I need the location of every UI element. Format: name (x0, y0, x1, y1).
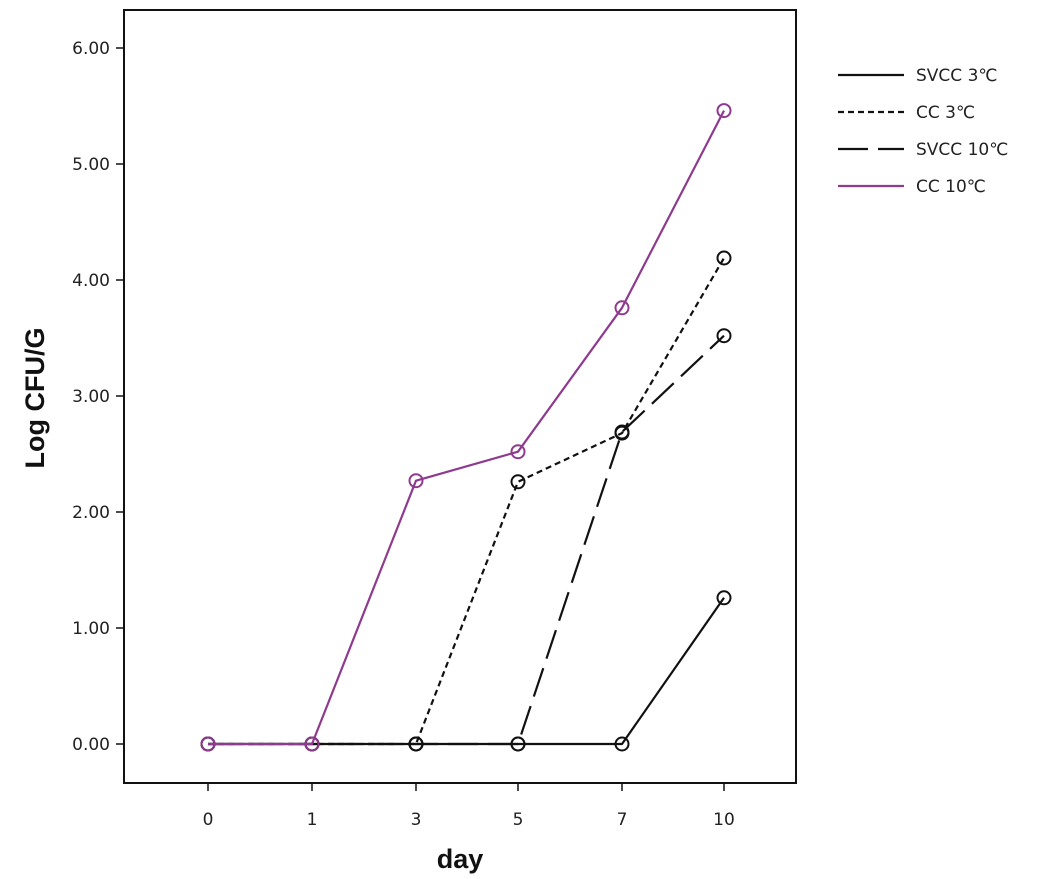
x-tick-label-4: 7 (617, 810, 628, 830)
series-3-point-2 (408, 473, 424, 489)
y-tick-label-3: 3.00 (72, 387, 110, 407)
y-tick-label-5: 5.00 (72, 155, 110, 175)
x-axis-title: day (437, 844, 484, 874)
series-line-3 (208, 110, 725, 746)
y-tick-label-2: 2.00 (72, 503, 110, 523)
legend-label-1: CC 3℃ (916, 103, 975, 123)
y-axis-title: Log CFU/G (20, 328, 50, 469)
y-tick-label-4: 4.00 (72, 271, 110, 291)
x-tick-label-2: 3 (411, 810, 422, 830)
series-1-point-3 (510, 474, 526, 490)
plot-area-frame (123, 9, 797, 784)
series-line-2 (208, 334, 725, 746)
series-3-point-4 (614, 300, 630, 316)
x-tick-label-0: 0 (203, 810, 214, 830)
y-tick-label-1: 1.00 (72, 619, 110, 639)
series-3-point-0 (200, 736, 216, 752)
x-tick-label-3: 5 (513, 810, 524, 830)
series-2-point-4 (614, 424, 630, 440)
series-2-point-5 (716, 328, 732, 344)
x-tick-label-5: 10 (713, 810, 735, 830)
series-line-1 (208, 257, 725, 746)
legend-label-2: SVCC 10℃ (916, 140, 1008, 160)
series-2-point-2 (408, 736, 424, 752)
x-tick-label-1: 1 (307, 810, 318, 830)
y-axis: 0.00 1.00 2.00 3.00 4.00 5.00 6.00 (72, 39, 124, 755)
series-1-point-5 (716, 250, 732, 266)
series-0 (200, 590, 732, 752)
series-0-point-5 (716, 590, 732, 606)
series-line-0 (208, 597, 725, 746)
legend-label-0: SVCC 3℃ (916, 66, 997, 86)
series-2 (200, 328, 732, 752)
series-1 (200, 250, 732, 752)
series-3 (200, 103, 732, 752)
series-3-point-5 (716, 103, 732, 119)
x-axis: 0 1 3 5 7 10 (203, 783, 735, 830)
series-0-point-4 (614, 736, 630, 752)
legend-label-3: CC 10℃ (916, 177, 986, 197)
legend: SVCC 3℃ CC 3℃ SVCC 10℃ CC 10℃ (838, 66, 1008, 197)
y-tick-label-0: 0.00 (72, 735, 110, 755)
series-layer (200, 103, 732, 752)
series-2-point-3 (510, 736, 526, 752)
y-tick-label-6: 6.00 (72, 39, 110, 59)
series-3-point-1 (304, 736, 320, 752)
series-3-point-3 (510, 444, 526, 460)
